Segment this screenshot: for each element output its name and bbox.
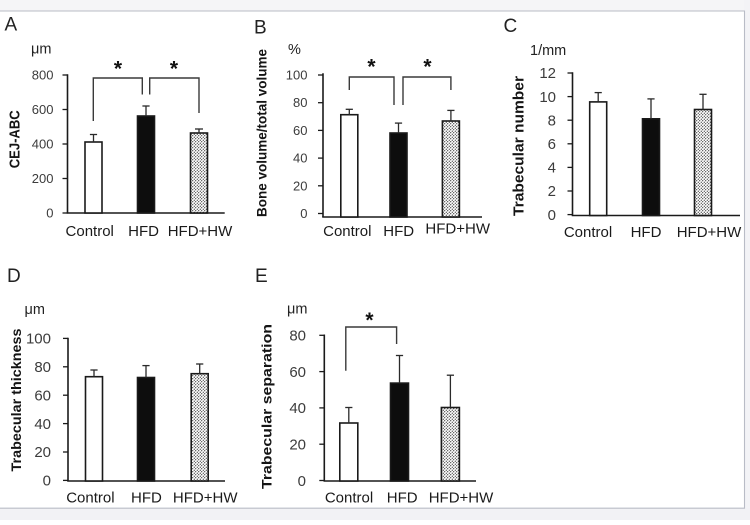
svg-text:80: 80 <box>289 328 306 345</box>
svg-text:D: D <box>7 266 21 287</box>
svg-text:B: B <box>254 18 267 39</box>
svg-text:Trabecular number: Trabecular number <box>512 76 528 216</box>
svg-text:20: 20 <box>293 178 307 193</box>
svg-text:6: 6 <box>548 136 556 153</box>
svg-text:Control: Control <box>66 223 114 240</box>
svg-text:100: 100 <box>26 331 51 348</box>
svg-text:*: * <box>170 58 179 81</box>
svg-text:8: 8 <box>548 112 556 129</box>
svg-text:80: 80 <box>293 95 307 110</box>
svg-text:2: 2 <box>548 183 556 200</box>
svg-text:Control: Control <box>66 490 114 507</box>
svg-text:HFD: HFD <box>128 223 159 240</box>
svg-text:HFD+HW: HFD+HW <box>677 224 742 241</box>
svg-text:*: * <box>365 309 374 332</box>
svg-text:200: 200 <box>32 171 54 186</box>
svg-text:0: 0 <box>300 206 307 221</box>
svg-text:HFD+HW: HFD+HW <box>173 490 238 507</box>
svg-text:*: * <box>114 58 123 81</box>
svg-text:μm: μm <box>31 42 51 58</box>
svg-text:Control: Control <box>323 223 371 240</box>
svg-text:μm: μm <box>287 302 307 318</box>
svg-text:20: 20 <box>289 436 306 453</box>
svg-text:40: 40 <box>34 416 51 433</box>
svg-text:A: A <box>5 15 18 36</box>
svg-text:μm: μm <box>25 302 45 318</box>
svg-text:0: 0 <box>46 206 53 221</box>
svg-text:Control: Control <box>325 490 373 507</box>
svg-text:1/mm: 1/mm <box>530 43 566 59</box>
svg-text:CEJ-ABC: CEJ-ABC <box>8 110 24 168</box>
svg-text:HFD: HFD <box>631 224 662 241</box>
svg-text:0: 0 <box>43 473 51 490</box>
svg-text:60: 60 <box>293 123 307 138</box>
svg-text:Trabecular thickness: Trabecular thickness <box>8 328 24 471</box>
svg-text:C: C <box>504 16 518 37</box>
svg-text:0: 0 <box>298 473 306 490</box>
svg-text:%: % <box>288 42 301 58</box>
svg-text:12: 12 <box>539 65 556 82</box>
svg-text:4: 4 <box>548 160 556 177</box>
svg-text:HFD: HFD <box>387 490 418 507</box>
svg-text:60: 60 <box>34 387 51 404</box>
svg-text:Control: Control <box>564 224 612 241</box>
svg-text:E: E <box>255 266 268 287</box>
svg-text:10: 10 <box>539 89 556 106</box>
svg-text:HFD+HW: HFD+HW <box>429 490 494 507</box>
svg-text:100: 100 <box>286 68 308 83</box>
svg-text:400: 400 <box>32 137 54 152</box>
svg-text:80: 80 <box>34 359 51 376</box>
svg-text:*: * <box>423 56 432 79</box>
svg-text:40: 40 <box>293 151 307 166</box>
svg-text:Trabecular separation: Trabecular separation <box>259 324 275 489</box>
svg-text:0: 0 <box>548 207 556 224</box>
svg-text:40: 40 <box>289 400 306 417</box>
svg-text:HFD+HW: HFD+HW <box>425 221 490 238</box>
svg-text:Bone volume/total volume: Bone volume/total volume <box>254 49 270 217</box>
svg-text:20: 20 <box>34 444 51 461</box>
svg-text:HFD+HW: HFD+HW <box>168 223 233 240</box>
svg-text:*: * <box>367 56 376 79</box>
svg-text:600: 600 <box>32 102 54 117</box>
svg-text:HFD: HFD <box>131 490 162 507</box>
svg-text:HFD: HFD <box>383 223 414 240</box>
svg-text:800: 800 <box>32 68 54 83</box>
svg-text:60: 60 <box>289 364 306 381</box>
